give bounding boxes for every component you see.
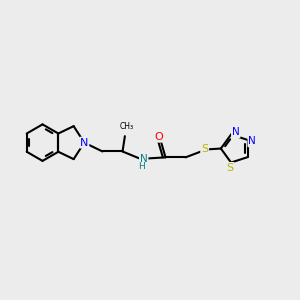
Text: S: S [201,144,208,154]
Text: N: N [248,136,256,146]
Text: O: O [154,132,163,142]
Text: S: S [226,163,233,173]
Text: H: H [138,162,145,171]
Text: CH₃: CH₃ [119,122,134,131]
Text: N: N [232,127,240,137]
Text: N: N [140,154,148,164]
Text: N: N [80,138,88,148]
